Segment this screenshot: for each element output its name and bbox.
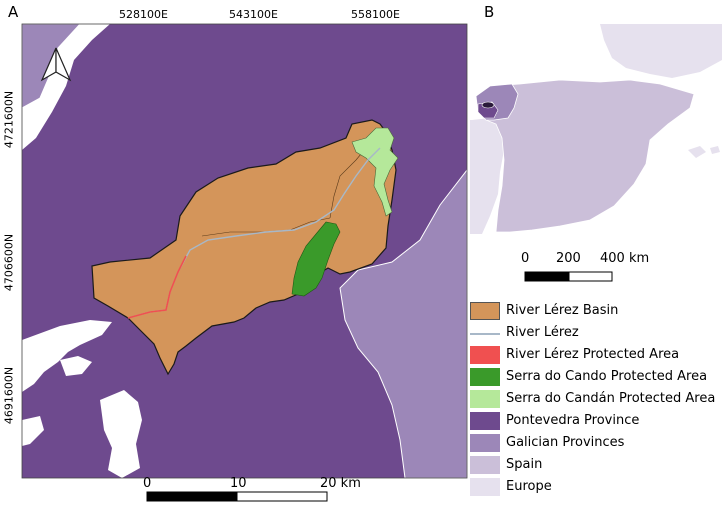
legend-item-galician-provinces: Galician Provinces [470,434,725,454]
scalebar-a [146,491,328,502]
legend-label: River Lérez Basin [506,303,619,318]
basin-location-marker [481,101,495,109]
legend-swatch [470,302,500,320]
x-tick-label: 543100E [229,8,278,21]
legend-label: Serra do Cando Protected Area [506,369,708,384]
legend-item-river-lerez: River Lérez [470,324,725,344]
scalebar-b-label: 200 [556,251,581,266]
legend-label: River Lérez [506,325,579,340]
legend-item-river-lerez-protected-area: River Lérez Protected Area [470,346,725,366]
river-lerez-basin-area [91,119,397,376]
legend-item-europe: Europe [470,478,725,498]
scalebar-a-label: 20 km [320,476,361,491]
scalebar-a-label: 10 [230,476,247,491]
map-b [470,24,722,234]
island-area [22,416,44,446]
legend-item-spain: Spain [470,456,725,476]
scalebar-a-label: 0 [143,476,152,491]
europe-area-portugal [470,118,504,234]
sea-area-nw [22,24,110,150]
island-area [100,390,142,478]
ria-area [22,320,112,392]
legend-label: Pontevedra Province [506,413,640,428]
legend-item-serra-do-cando: Serra do Cando Protected Area [470,368,725,388]
legend-swatch [470,478,500,496]
scalebar-b [524,271,613,282]
map-a-frame [21,23,468,479]
north-arrow-icon [40,47,72,82]
legend-label: Serra do Candán Protected Area [506,391,716,406]
panel-b-label: B [484,3,495,21]
legend-swatch [470,368,500,386]
legend-item-serra-do-candan: Serra do Candán Protected Area [470,390,725,410]
spain-area [475,79,695,233]
panel-a-label: A [8,3,19,21]
serra-do-cando-protected-area [291,221,341,297]
x-tick-label: 528100E [119,8,168,21]
x-tick-label: 558100E [351,8,400,21]
legend-swatch [470,412,500,430]
legend-swatch [470,333,500,335]
legend-swatch [470,434,500,452]
europe-area-north [600,24,722,78]
serra-do-candan-protected-area [351,127,399,217]
legend-item-pontevedra-province: Pontevedra Province [470,412,725,432]
legend-swatch [470,346,500,364]
legend-label: River Lérez Protected Area [506,347,680,362]
map-a [22,24,467,478]
legend-label: Spain [506,457,543,472]
galician-province-area-east [339,169,467,478]
legend-swatch [470,456,500,474]
legend-label: Galician Provinces [506,435,625,450]
scalebar-b-label: 400 km [600,251,650,266]
legend-item-river-lerez-basin: River Lérez Basin [470,302,725,322]
balearic-island-area [688,146,706,158]
island-area [60,356,92,376]
river-lerez-protected-area-line [127,255,187,319]
balearic-island-area [710,146,720,154]
scalebar-b-label: 0 [521,251,530,266]
legend-swatch [470,390,500,408]
legend-label: Europe [506,479,552,494]
